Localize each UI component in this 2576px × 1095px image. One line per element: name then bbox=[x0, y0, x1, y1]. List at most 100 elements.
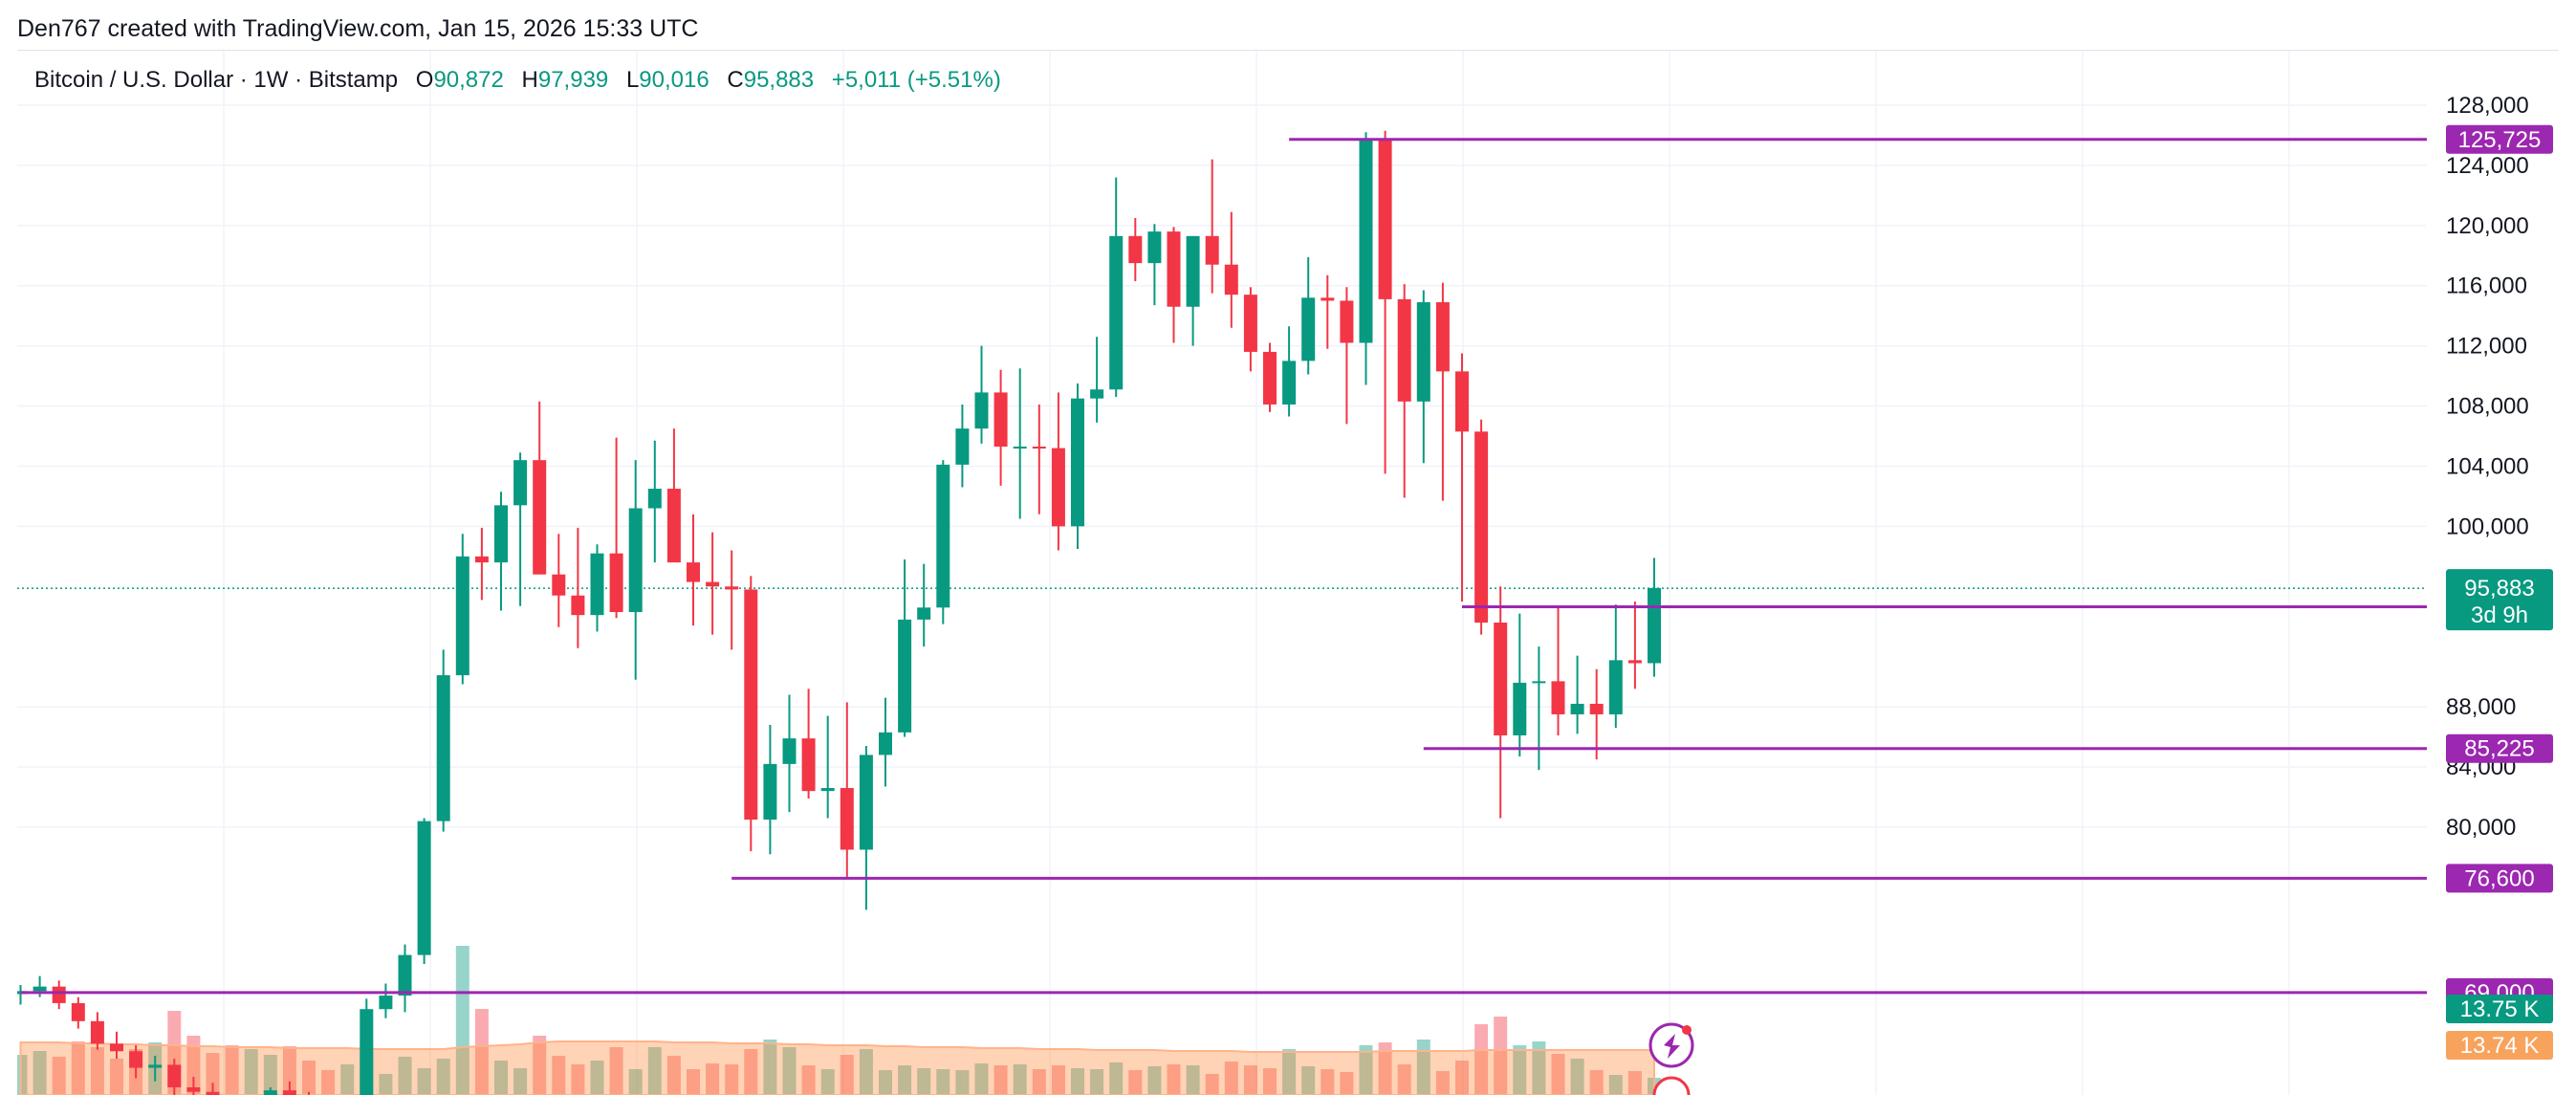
volume-bar bbox=[17, 1055, 28, 1095]
volume-bar bbox=[417, 1068, 431, 1095]
candle-body bbox=[1071, 398, 1084, 527]
candle bbox=[167, 1059, 182, 1095]
volume-bar bbox=[1340, 1072, 1354, 1095]
candle bbox=[744, 576, 758, 852]
close-label: C bbox=[727, 67, 744, 93]
candle bbox=[186, 1076, 201, 1095]
candle bbox=[879, 697, 892, 787]
chart-icons[interactable] bbox=[1648, 1022, 1694, 1095]
credit-text: Den767 created with TradingView.com, Jan… bbox=[17, 15, 699, 42]
volume-bar bbox=[90, 1047, 104, 1095]
volume-tag: 13.75 K bbox=[2446, 995, 2553, 1023]
candle-body bbox=[398, 954, 412, 996]
candle bbox=[1071, 383, 1084, 549]
current-price-tag-bg bbox=[2446, 569, 2553, 631]
candle-body bbox=[513, 460, 528, 506]
volume-bar bbox=[706, 1063, 720, 1095]
candle-body bbox=[1455, 371, 1469, 432]
candle bbox=[647, 440, 662, 563]
candle-body bbox=[379, 996, 393, 1010]
volume-bar bbox=[1147, 1066, 1162, 1095]
chart-header: Den767 created with TradingView.com, Jan… bbox=[0, 0, 2576, 50]
flag-icon bbox=[1652, 1076, 1691, 1095]
volume-tag-bg bbox=[2446, 995, 2553, 1023]
volume-bar bbox=[820, 1069, 835, 1095]
volume-bar bbox=[302, 1061, 316, 1095]
chart-area[interactable]: 128,000 124,000 120,000 116,000 112,000 108,0… bbox=[17, 50, 2559, 1095]
price-axis-label: 100,000 bbox=[2446, 514, 2529, 539]
level-price-tag-bg bbox=[2446, 864, 2553, 893]
candle-body bbox=[763, 763, 777, 821]
candle-body bbox=[148, 1064, 163, 1068]
candle bbox=[1243, 287, 1257, 372]
volume-bar bbox=[455, 946, 469, 1095]
candle-body bbox=[1263, 351, 1277, 405]
candle bbox=[360, 998, 374, 1095]
candle bbox=[1648, 558, 1661, 677]
price-axis-label: 88,000 bbox=[2446, 694, 2516, 720]
candle bbox=[1090, 337, 1104, 423]
candle-body bbox=[1301, 297, 1316, 361]
candle bbox=[801, 689, 816, 799]
candle-body bbox=[917, 607, 931, 620]
symbol-legend: Bitcoin / U.S. Dollar · 1W · Bitstamp O9… bbox=[34, 67, 1001, 94]
horizontal-levels[interactable] bbox=[20, 138, 2428, 995]
volume-bar bbox=[474, 1009, 489, 1095]
volume-bar bbox=[379, 1074, 393, 1095]
volume-bar bbox=[1109, 1062, 1124, 1095]
candle-body bbox=[1551, 681, 1565, 714]
candle bbox=[1282, 326, 1297, 417]
candle-body bbox=[1128, 235, 1143, 264]
candle bbox=[706, 532, 720, 635]
volume-bar bbox=[744, 1049, 758, 1095]
volume-bar bbox=[590, 1061, 604, 1095]
candle bbox=[71, 996, 85, 1029]
candle bbox=[1301, 256, 1316, 375]
candle-body bbox=[1282, 361, 1297, 405]
price-axis-label: 124,000 bbox=[2446, 153, 2529, 179]
sparkle-icon-bolt bbox=[1664, 1034, 1680, 1059]
volume-bar bbox=[974, 1063, 989, 1095]
candle bbox=[1167, 227, 1181, 343]
volume-bar bbox=[859, 1049, 873, 1095]
volume-bar bbox=[917, 1068, 931, 1095]
volume-bar bbox=[263, 1055, 277, 1095]
candle-body bbox=[1032, 447, 1046, 449]
price-axis[interactable]: 128,000 124,000 120,000 116,000 112,000 108,0… bbox=[2446, 93, 2529, 841]
candle bbox=[840, 702, 854, 879]
volume-bar bbox=[1494, 1017, 1508, 1095]
candle-body bbox=[590, 553, 604, 616]
candle-body bbox=[1435, 302, 1450, 372]
volume-bar bbox=[1397, 1064, 1411, 1095]
volume-bar bbox=[1532, 1041, 1546, 1095]
volume-bar bbox=[782, 1047, 797, 1095]
candle-body bbox=[647, 489, 662, 509]
volume-bar bbox=[1416, 1040, 1430, 1095]
price-chart[interactable]: 128,000 124,000 120,000 116,000 112,000 108,0… bbox=[17, 51, 2559, 1095]
candle bbox=[110, 1031, 123, 1060]
candle bbox=[1051, 392, 1065, 551]
volume-tag-text: 13.75 K bbox=[2460, 996, 2540, 1022]
volume-bar bbox=[1013, 1064, 1027, 1095]
volume-bar bbox=[494, 1061, 508, 1095]
candle bbox=[1147, 224, 1162, 306]
candle-body bbox=[1474, 431, 1489, 624]
candle bbox=[1627, 602, 1642, 690]
candle bbox=[763, 724, 777, 855]
candle-body bbox=[744, 589, 758, 821]
candle-body bbox=[167, 1064, 182, 1087]
volume-bar bbox=[879, 1070, 892, 1095]
candle bbox=[552, 534, 566, 627]
volume-bar bbox=[225, 1045, 239, 1095]
candle bbox=[666, 428, 681, 563]
candle-body bbox=[955, 428, 970, 465]
level-price-tag-bg bbox=[2446, 124, 2553, 154]
level-price-tag-bg bbox=[2446, 734, 2553, 763]
candle-body bbox=[1167, 231, 1181, 307]
candle-body bbox=[186, 1086, 201, 1092]
candle bbox=[1205, 159, 1219, 294]
assistant-sparkle-icon[interactable] bbox=[1648, 1022, 1694, 1068]
volume-bar bbox=[398, 1057, 412, 1095]
volume-bar bbox=[647, 1047, 662, 1095]
candle-body bbox=[1321, 297, 1335, 301]
